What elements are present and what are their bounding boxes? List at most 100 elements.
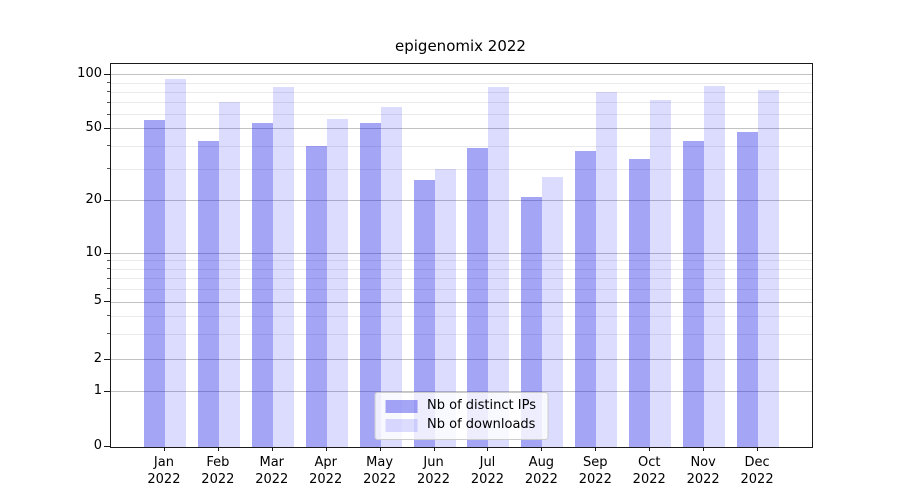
legend-label-distinct-ips: Nb of distinct IPs: [427, 398, 536, 413]
gridline-minor: [111, 333, 812, 335]
y-tick-label: 50: [85, 119, 102, 135]
legend: Nb of distinct IPs Nb of downloads: [374, 392, 549, 440]
bar-distinct-ips-aug: [521, 196, 543, 447]
x-tick-label: May 2022: [348, 454, 412, 488]
y-minor-tick-mark: [107, 277, 110, 279]
gridline-minor: [111, 168, 812, 170]
x-tick-month: Dec: [744, 455, 770, 470]
bar-downloads-jul: [488, 86, 510, 447]
bar-downloads-may: [380, 107, 402, 447]
y-minor-tick-mark: [107, 315, 110, 317]
x-tick-label: Jun 2022: [402, 454, 466, 488]
gridline-minor: [111, 315, 812, 317]
x-tick-mark: [325, 447, 327, 451]
bar-downloads-mar: [272, 86, 294, 447]
bar-downloads-nov: [704, 85, 726, 447]
bar-distinct-ips-jul: [467, 148, 489, 447]
x-tick-mark: [433, 447, 435, 451]
x-tick-year: 2022: [201, 472, 235, 487]
x-tick-mark: [217, 447, 219, 451]
y-minor-tick-mark: [107, 259, 110, 261]
gridline-minor: [111, 288, 812, 290]
x-tick-month: Jan: [153, 455, 174, 470]
x-tick-year: 2022: [524, 472, 558, 487]
legend-item-downloads: Nb of downloads: [385, 418, 536, 432]
plot-area: Nb of distinct IPs Nb of downloads: [110, 63, 813, 448]
y-tick-label: 20: [85, 191, 102, 207]
x-tick-label: Oct 2022: [617, 454, 681, 488]
legend-item-distinct-ips: Nb of distinct IPs: [385, 399, 536, 413]
x-tick-mark: [757, 447, 759, 451]
x-tick-label: Sep 2022: [563, 454, 627, 488]
gridline-minor: [111, 260, 812, 262]
y-minor-tick-mark: [107, 91, 110, 93]
x-tick-year: 2022: [578, 472, 612, 487]
y-tick-label: 100: [77, 65, 102, 81]
bar-downloads-apr: [326, 118, 348, 447]
bar-distinct-ips-oct: [629, 159, 651, 447]
y-tick-mark: [104, 127, 110, 129]
gridline-major: [111, 359, 812, 361]
x-tick-mark: [541, 447, 543, 451]
bar-downloads-oct: [650, 99, 672, 447]
y-tick-label: 5: [93, 293, 102, 309]
bar-distinct-ips-feb: [197, 140, 219, 447]
y-minor-tick-mark: [107, 168, 110, 170]
x-tick-mark: [163, 447, 165, 451]
x-tick-month: Sep: [583, 455, 608, 470]
bar-distinct-ips-may: [359, 123, 381, 447]
x-tick-mark: [649, 447, 651, 451]
x-tick-year: 2022: [363, 472, 397, 487]
x-tick-year: 2022: [632, 472, 666, 487]
y-minor-tick-mark: [107, 101, 110, 103]
x-tick-month: Apr: [314, 455, 337, 470]
y-minor-tick-mark: [107, 268, 110, 270]
x-tick-label: Jan 2022: [132, 454, 196, 488]
y-tick-label: 10: [85, 244, 102, 260]
x-tick-label: Aug 2022: [509, 454, 573, 488]
gridline-major: [111, 128, 812, 130]
y-minor-tick-mark: [107, 145, 110, 147]
bar-distinct-ips-mar: [251, 123, 273, 447]
x-tick-month: Oct: [637, 455, 661, 470]
x-tick-label: Jul 2022: [455, 454, 519, 488]
y-minor-tick-mark: [107, 82, 110, 84]
x-tick-year: 2022: [309, 472, 343, 487]
x-tick-month: Nov: [690, 455, 716, 470]
bar-downloads-dec: [758, 89, 780, 447]
gridline-major: [111, 391, 812, 393]
bar-downloads-jun: [434, 169, 456, 447]
gridline-minor: [111, 82, 812, 84]
chart-title: epigenomix 2022: [395, 37, 526, 55]
bar-distinct-ips-apr: [305, 146, 327, 447]
bar-distinct-ips-sep: [575, 150, 597, 447]
gridline-major: [111, 301, 812, 303]
x-tick-month: Jul: [479, 455, 496, 470]
gridline-major: [111, 253, 812, 254]
x-tick-label: Mar 2022: [240, 454, 304, 488]
x-tick-year: 2022: [416, 472, 451, 487]
x-tick-year: 2022: [147, 472, 181, 487]
gridline-minor: [111, 268, 812, 270]
y-tick-label: 0: [93, 438, 102, 453]
y-tick-mark: [104, 301, 110, 303]
x-tick-year: 2022: [740, 472, 774, 487]
bar-distinct-ips-jan: [143, 120, 165, 447]
bar-distinct-ips-nov: [683, 140, 705, 447]
y-tick-mark: [104, 73, 110, 75]
gridline-minor: [111, 145, 812, 147]
y-minor-tick-mark: [107, 113, 110, 115]
y-tick-label: 2: [93, 350, 102, 366]
bar-distinct-ips-dec: [737, 132, 759, 447]
gridline-minor: [111, 102, 812, 104]
gridline-major: [111, 200, 812, 202]
x-tick-month: Mar: [259, 455, 285, 470]
x-tick-year: 2022: [255, 472, 289, 487]
bar-downloads-jan: [164, 79, 186, 447]
bar-downloads-sep: [596, 92, 618, 447]
x-tick-mark: [379, 447, 381, 451]
y-tick-mark: [104, 446, 110, 447]
x-tick-year: 2022: [470, 472, 504, 487]
y-tick-mark: [104, 358, 110, 360]
